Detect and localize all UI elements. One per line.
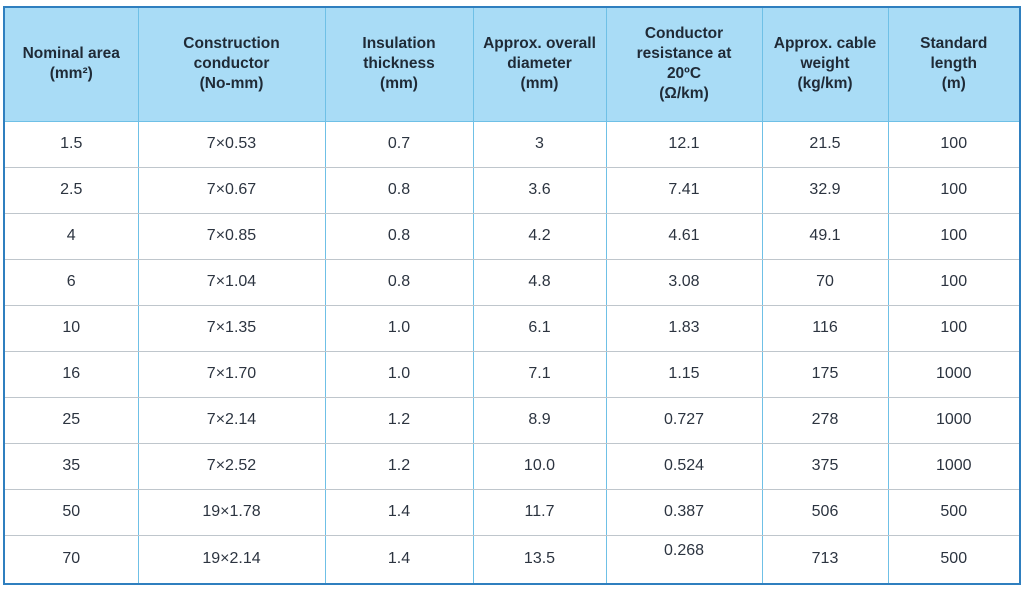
header-insulation-thickness: Insulation thickness (mm) <box>325 8 474 122</box>
header-conductor-resistance: Conductor resistance at 20ºC (Ω/km) <box>606 8 763 122</box>
cell-length: 1000 <box>888 397 1019 444</box>
cell-insulation: 0.8 <box>325 213 474 260</box>
cell-length: 100 <box>888 213 1019 260</box>
cell-resistance: 3.08 <box>606 259 763 306</box>
cell-resistance: 1.83 <box>606 305 763 352</box>
cell-nominal-area: 35 <box>5 443 139 490</box>
cell-diameter: 6.1 <box>473 305 607 352</box>
cell-diameter: 4.2 <box>473 213 607 260</box>
cell-construction: 7×2.52 <box>138 443 326 490</box>
cell-length: 100 <box>888 167 1019 214</box>
cell-weight: 375 <box>762 443 889 490</box>
table-row: 70 19×2.14 1.4 13.5 0.268 713 500 <box>5 535 1019 583</box>
cell-resistance: 0.727 <box>606 397 763 444</box>
cell-weight: 49.1 <box>762 213 889 260</box>
cell-insulation: 1.0 <box>325 351 474 398</box>
table-row: 50 19×1.78 1.4 11.7 0.387 506 500 <box>5 489 1019 536</box>
cell-construction: 7×1.04 <box>138 259 326 306</box>
cell-weight: 278 <box>762 397 889 444</box>
header-construction-conductor: Construction conductor (No-mm) <box>138 8 326 122</box>
cell-length: 1000 <box>888 351 1019 398</box>
table-row: 35 7×2.52 1.2 10.0 0.524 375 1000 <box>5 443 1019 490</box>
cell-length: 1000 <box>888 443 1019 490</box>
cell-construction: 7×0.85 <box>138 213 326 260</box>
cell-nominal-area: 10 <box>5 305 139 352</box>
cell-length: 100 <box>888 121 1019 168</box>
header-row: Nominal area (mm²) Construction conducto… <box>5 8 1019 122</box>
cell-weight: 175 <box>762 351 889 398</box>
table-body: 1.5 7×0.53 0.7 3 12.1 21.5 100 2.5 7×0.6… <box>5 121 1019 583</box>
header-cable-weight: Approx. cable weight (kg/km) <box>762 8 889 122</box>
cell-nominal-area: 2.5 <box>5 167 139 214</box>
cell-nominal-area: 1.5 <box>5 121 139 168</box>
cell-diameter: 11.7 <box>473 489 607 536</box>
cell-weight: 21.5 <box>762 121 889 168</box>
cell-construction: 19×2.14 <box>138 535 326 583</box>
cell-resistance: 7.41 <box>606 167 763 214</box>
cell-construction: 19×1.78 <box>138 489 326 536</box>
cell-insulation: 1.4 <box>325 535 474 583</box>
cell-weight: 116 <box>762 305 889 352</box>
cell-insulation: 1.0 <box>325 305 474 352</box>
cell-nominal-area: 4 <box>5 213 139 260</box>
table-row: 1.5 7×0.53 0.7 3 12.1 21.5 100 <box>5 121 1019 168</box>
cell-insulation: 0.8 <box>325 259 474 306</box>
cell-weight: 70 <box>762 259 889 306</box>
cell-construction: 7×2.14 <box>138 397 326 444</box>
cell-diameter: 3.6 <box>473 167 607 214</box>
cell-insulation: 0.8 <box>325 167 474 214</box>
table-row: 16 7×1.70 1.0 7.1 1.15 175 1000 <box>5 351 1019 398</box>
cable-spec-table: Nominal area (mm²) Construction conducto… <box>5 8 1019 583</box>
cell-diameter: 3 <box>473 121 607 168</box>
table-row: 10 7×1.35 1.0 6.1 1.83 116 100 <box>5 305 1019 352</box>
table-row: 2.5 7×0.67 0.8 3.6 7.41 32.9 100 <box>5 167 1019 214</box>
cell-construction: 7×0.53 <box>138 121 326 168</box>
cell-nominal-area: 50 <box>5 489 139 536</box>
table-header: Nominal area (mm²) Construction conducto… <box>5 8 1019 122</box>
cell-weight: 32.9 <box>762 167 889 214</box>
cell-length: 100 <box>888 259 1019 306</box>
header-overall-diameter: Approx. overall diameter (mm) <box>473 8 607 122</box>
cell-resistance: 12.1 <box>606 121 763 168</box>
cell-resistance: 0.387 <box>606 489 763 536</box>
cell-resistance: 4.61 <box>606 213 763 260</box>
cell-construction: 7×0.67 <box>138 167 326 214</box>
cell-diameter: 4.8 <box>473 259 607 306</box>
cell-diameter: 8.9 <box>473 397 607 444</box>
header-standard-length: Standard length (m) <box>888 8 1019 122</box>
table-row: 4 7×0.85 0.8 4.2 4.61 49.1 100 <box>5 213 1019 260</box>
table-row: 25 7×2.14 1.2 8.9 0.727 278 1000 <box>5 397 1019 444</box>
cell-insulation: 1.2 <box>325 443 474 490</box>
cell-nominal-area: 70 <box>5 535 139 583</box>
cell-diameter: 13.5 <box>473 535 607 583</box>
cell-insulation: 0.7 <box>325 121 474 168</box>
cell-weight: 506 <box>762 489 889 536</box>
cell-insulation: 1.2 <box>325 397 474 444</box>
table-row: 6 7×1.04 0.8 4.8 3.08 70 100 <box>5 259 1019 306</box>
cell-length: 100 <box>888 305 1019 352</box>
header-nominal-area: Nominal area (mm²) <box>5 8 139 122</box>
cell-nominal-area: 6 <box>5 259 139 306</box>
cell-length: 500 <box>888 489 1019 536</box>
cell-length: 500 <box>940 550 968 568</box>
cell-insulation: 1.4 <box>325 489 474 536</box>
cell-weight: 713 <box>762 535 889 583</box>
cell-diameter: 7.1 <box>473 351 607 398</box>
cell-construction: 7×1.35 <box>138 305 326 352</box>
cable-spec-table-container: Nominal area (mm²) Construction conducto… <box>3 6 1021 585</box>
cell-diameter: 10.0 <box>473 443 607 490</box>
cell-nominal-area: 25 <box>5 397 139 444</box>
cell-resistance: 0.524 <box>606 443 763 490</box>
cell-resistance: 1.15 <box>606 351 763 398</box>
cell-construction: 7×1.70 <box>138 351 326 398</box>
cell-nominal-area: 16 <box>5 351 139 398</box>
cell-resistance: 0.268 <box>606 535 763 583</box>
